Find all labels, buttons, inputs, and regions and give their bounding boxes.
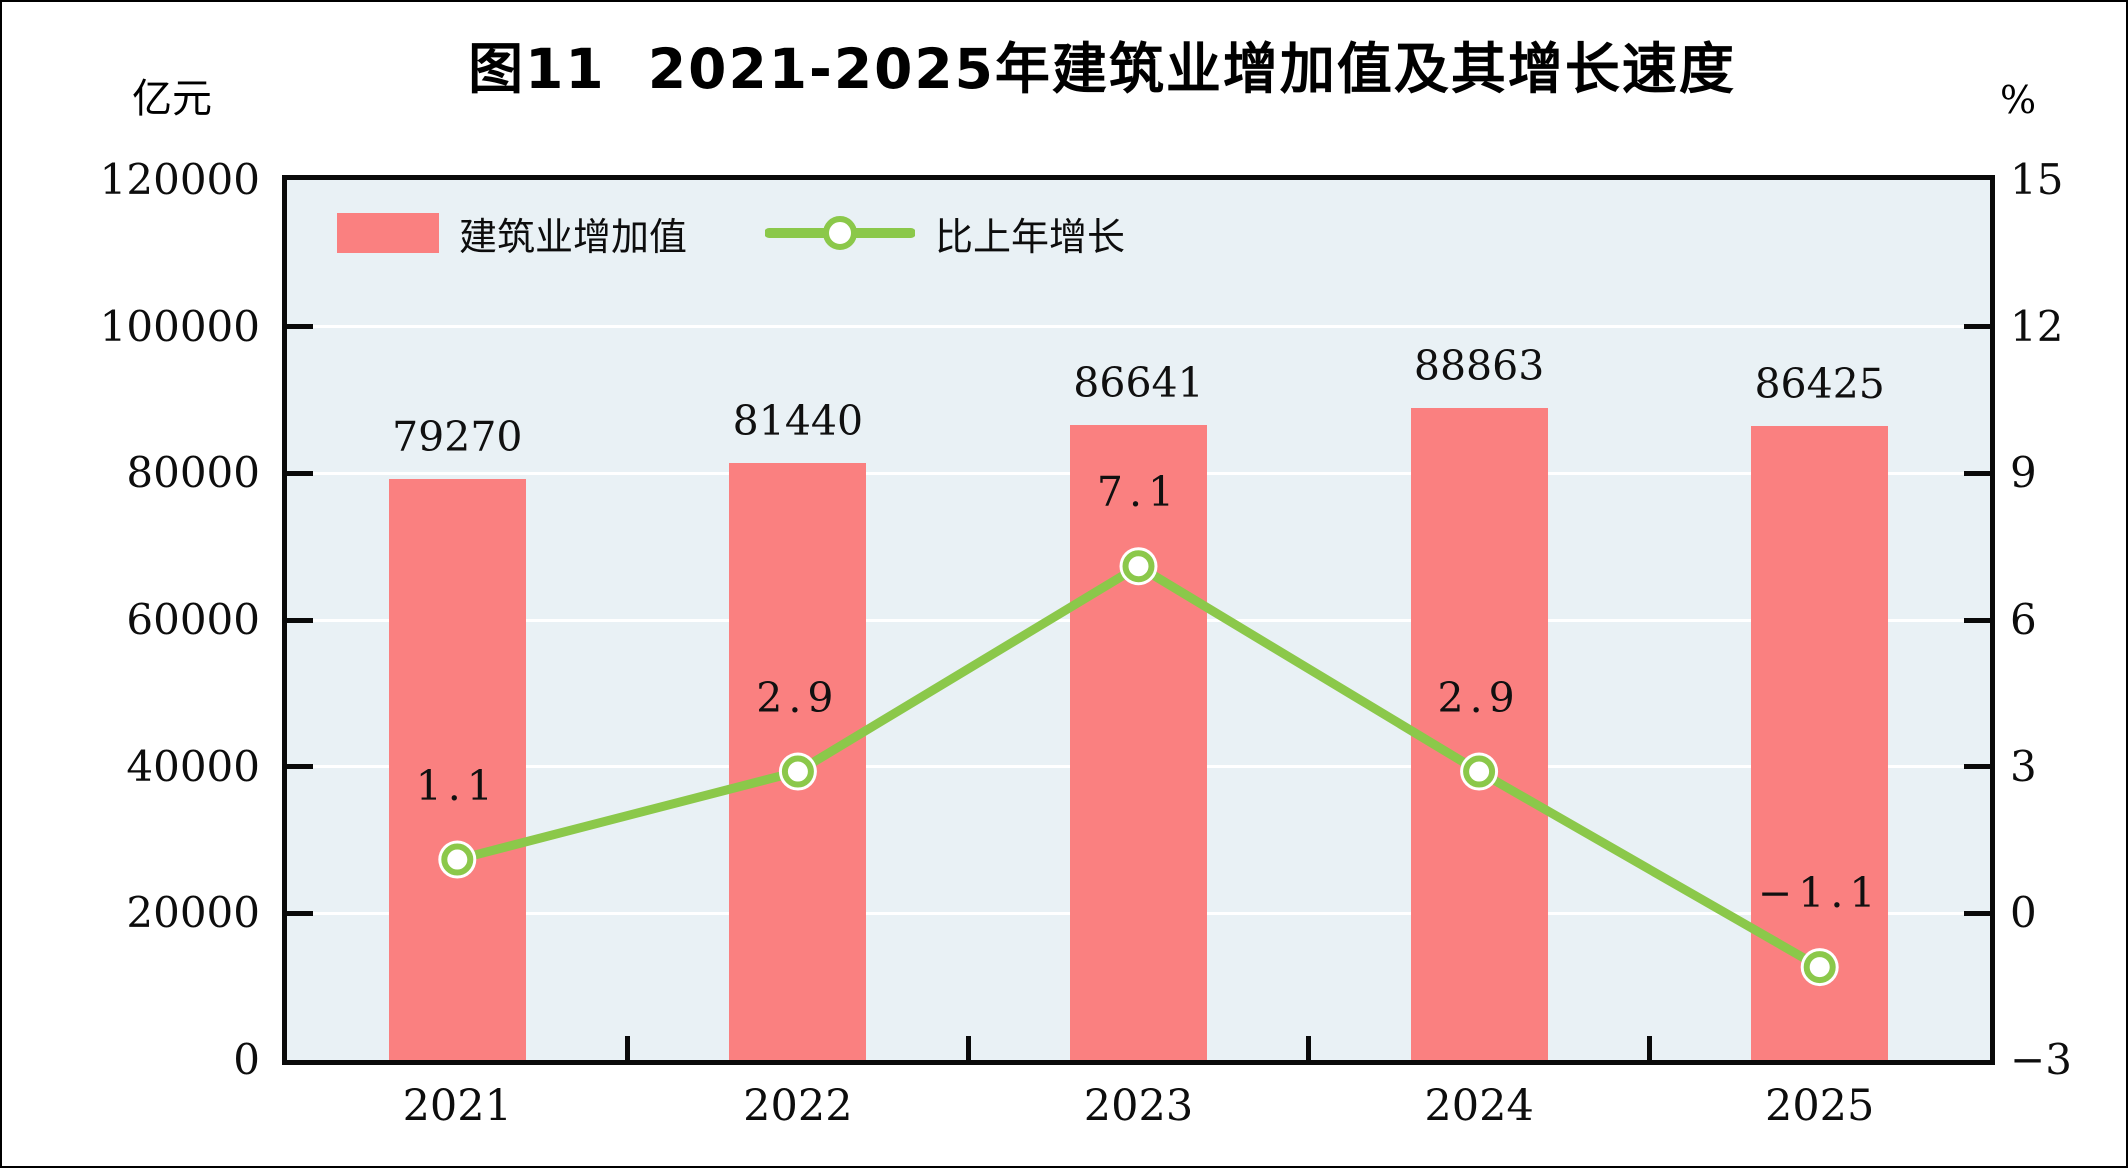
line-value-label: −1.1 [1757,869,1882,918]
right-axis-tick [1964,910,1990,916]
left-axis-label: 120000 [99,155,260,204]
line-marker-2025 [1803,951,1836,984]
bar-value-label: 79270 [392,412,523,461]
right-axis-tick [1964,617,1990,623]
legend: 建筑业增加值 比上年增长 [337,210,1125,259]
right-axis-label: 3 [2010,741,2037,791]
left-axis-tick [287,470,313,476]
line-series-svg [438,547,1839,987]
x-axis-boundary-tick [965,1036,971,1060]
right-axis-label: 6 [2010,595,2037,644]
right-axis-tick [1964,324,1990,330]
line-marker-2023 [1122,550,1155,583]
right-axis-unit-label: % [2000,78,2037,122]
x-axis-label-2023: 2023 [1083,1081,1194,1131]
gridline [287,325,1990,329]
left-axis-label: 80000 [126,448,260,498]
left-axis-label: 100000 [99,301,260,351]
right-axis-label: 9 [2010,448,2037,498]
line-value-label: 7.1 [1096,468,1181,517]
right-axis-tick [1964,470,1990,476]
legend-line-label: 比上年增长 [935,214,1126,259]
x-axis-boundary-tick [1306,1036,1312,1060]
right-axis-label: 15 [2010,155,2064,204]
bar-2024 [1410,408,1548,1060]
bar-value-label: 81440 [732,396,864,445]
left-axis-label: 60000 [126,595,260,644]
right-axis-label: 0 [2010,888,2037,938]
legend-bar-label: 建筑业增加值 [459,214,688,259]
bar-value-label: 88863 [1413,342,1545,391]
line-marker-2021 [441,843,474,876]
bar-2023 [1070,424,1207,1060]
left-axis-unit-label: 亿元 [132,76,212,122]
left-axis-label: 20000 [126,888,260,938]
right-axis-tick [1964,764,1990,770]
left-axis-tick [287,617,313,623]
left-axis-tick [287,324,313,330]
line-marker-2024 [1463,755,1496,788]
line-value-label: 1.1 [415,761,499,810]
bar-value-label: 86641 [1073,358,1204,407]
x-axis-label-2022: 2022 [743,1081,853,1131]
legend-bar-swatch [337,213,439,253]
left-axis-label: 0 [233,1035,260,1084]
right-axis-label: −3 [2010,1035,2072,1084]
legend-line-icon [765,216,916,250]
x-axis-boundary-tick [1646,1036,1652,1060]
chart-title: 图11 2021-2025年建筑业增加值及其增长速度 [468,37,1736,101]
right-axis-label: 12 [2010,301,2064,351]
x-axis-label-2021: 2021 [402,1081,513,1131]
left-axis-tick [287,910,313,916]
line-marker-2022 [781,755,814,788]
bar-value-label: 86425 [1754,360,1885,409]
plot-inner: 建筑业增加值 比上年增长 [287,180,1990,1060]
bar-2021 [388,478,526,1060]
left-axis-label: 40000 [126,741,260,791]
left-axis-tick [287,764,313,770]
line-value-label: 2.9 [756,673,840,722]
growth-line [452,561,1825,972]
line-value-label: 2.9 [1437,673,1521,722]
plot-area: 建筑业增加值 比上年增长 [282,175,1995,1065]
x-axis-label-2024: 2024 [1424,1081,1534,1131]
x-axis-label-2025: 2025 [1764,1081,1875,1131]
x-axis-boundary-tick [625,1036,631,1060]
